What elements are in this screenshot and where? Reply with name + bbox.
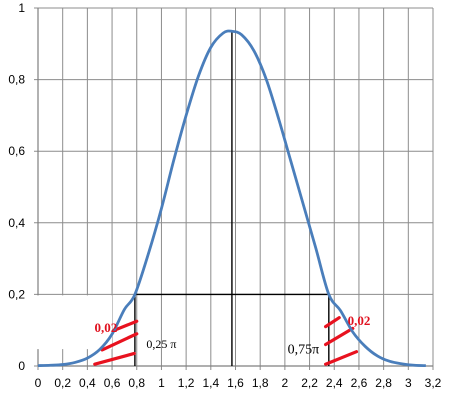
tail-hatch-stroke [324, 326, 355, 347]
x-tick-labels: 0 0,2 0,4 0,6 0,8 1 1,2 1,4 1,6 1,8 2 2,2 2,4 2,6 2,8 3… [35, 376, 442, 390]
y-tick-label: 0,2 [8, 287, 25, 301]
x-tick-label: 3 [405, 376, 412, 390]
x-tick-label: 0,6 [104, 376, 121, 390]
label-mask-left [33, 295, 113, 350]
y-tick-label: 1 [18, 1, 25, 15]
reference-lines [33, 31, 330, 366]
x-tick-label: 3,2 [425, 376, 442, 390]
annotations: 0,02 0,25 π 0,02 0,75π [95, 313, 371, 358]
annotation-label: 0,02 [348, 313, 371, 328]
y-tick-labels: 0 0,2 0,4 0,6 0,8 1 [8, 1, 25, 373]
annotation-label: 0,25 π [146, 337, 176, 351]
vertical-gridlines [37, 8, 434, 370]
tail-hatch-stroke [324, 350, 359, 366]
x-tick-label: 0,2 [54, 376, 71, 390]
y-tick-label: 0 [18, 359, 25, 373]
tail-area-hatches [93, 316, 359, 366]
x-tick-label: 1,2 [178, 376, 195, 390]
series-layer [37, 29, 426, 368]
x-tick-label: 2,8 [375, 376, 392, 390]
annotation-label: 0,75π [288, 342, 320, 357]
annotation-label: 0,02 [95, 320, 118, 335]
x-tick-label: 1,6 [227, 376, 244, 390]
x-tick-label: 0,4 [79, 376, 96, 390]
y-tick-label: 0,4 [8, 216, 25, 230]
x-tick-label: 2,2 [301, 376, 318, 390]
x-tick-label: 2,4 [326, 376, 343, 390]
x-tick-label: 2,6 [351, 376, 368, 390]
x-tick-label: 1 [158, 376, 165, 390]
x-tick-label: 0 [35, 376, 42, 390]
x-tick-label: 0,8 [128, 376, 145, 390]
tail-hatch-stroke [100, 332, 139, 352]
tail-hatch-stroke [112, 319, 139, 332]
tail-hatch-stroke [324, 316, 341, 329]
y-tick-label: 0,6 [8, 144, 25, 158]
x-tick-label: 2 [282, 376, 289, 390]
x-tick-label: 1,8 [252, 376, 269, 390]
tail-hatch-stroke [93, 351, 136, 366]
y-tick-label: 0,8 [8, 73, 25, 87]
x-tick-label: 1,4 [202, 376, 219, 390]
